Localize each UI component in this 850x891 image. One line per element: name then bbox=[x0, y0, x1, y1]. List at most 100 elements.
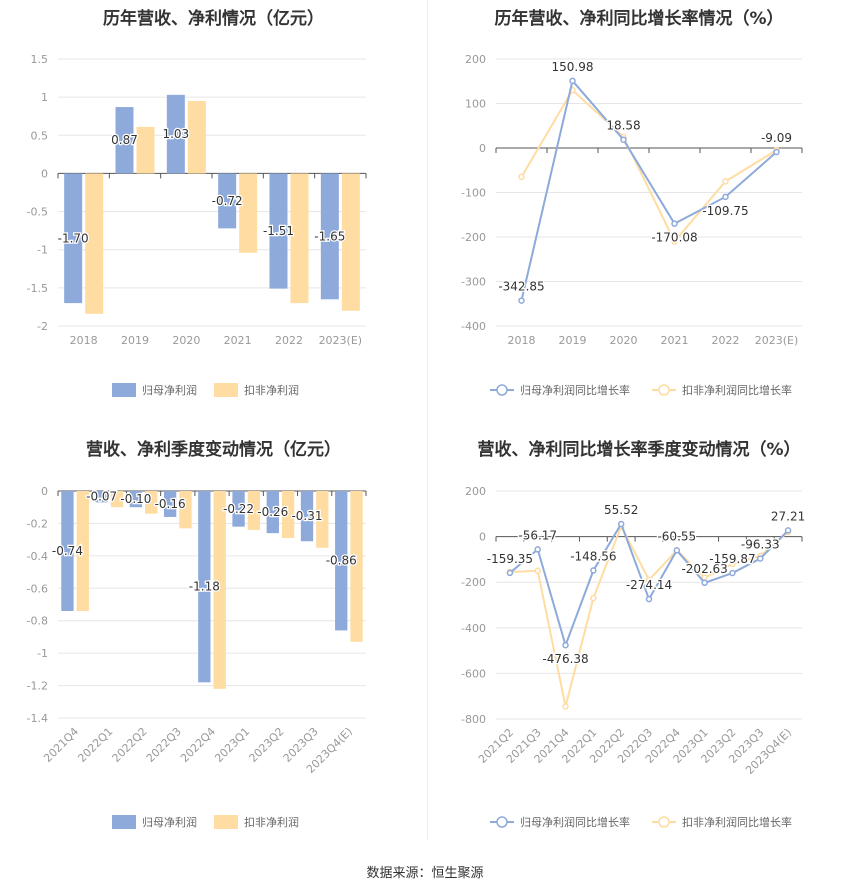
y-tick-label: 0 bbox=[479, 142, 486, 155]
y-tick-label: 0 bbox=[41, 485, 48, 498]
y-tick-label: -1.2 bbox=[27, 680, 48, 693]
bar-series1 bbox=[266, 491, 279, 534]
data-label: -96.33 bbox=[741, 538, 780, 552]
data-label: -1.18 bbox=[189, 580, 220, 594]
x-tick-label: 2022Q2 bbox=[110, 725, 150, 765]
x-tick-label: 2019 bbox=[559, 334, 587, 347]
point-series1 bbox=[534, 546, 541, 553]
bar-series2 bbox=[290, 173, 309, 304]
chart-title: 营收、净利季度变动情况（亿元） bbox=[86, 440, 341, 460]
y-tick-label: -0.2 bbox=[27, 517, 48, 530]
bar-series2 bbox=[316, 491, 329, 548]
x-tick-label: 2022Q4 bbox=[178, 725, 218, 765]
y-tick-label: -1.4 bbox=[27, 712, 48, 725]
data-label: 18.58 bbox=[606, 119, 640, 133]
bar-series2 bbox=[187, 100, 206, 174]
legend-label: 归母净利润同比增长率 bbox=[520, 815, 630, 829]
bar-series2 bbox=[213, 491, 226, 689]
point-series2 bbox=[729, 560, 736, 568]
legend-label: 扣非净利润同比增长率 bbox=[682, 383, 792, 397]
point-series1 bbox=[518, 297, 525, 304]
legend-swatch-series2 bbox=[214, 815, 238, 829]
data-label: 55.52 bbox=[604, 503, 638, 517]
legend-label: 扣非净利润 bbox=[244, 383, 299, 397]
point-series1 bbox=[729, 569, 736, 577]
y-tick-label: -0.8 bbox=[27, 615, 48, 628]
x-tick-label: 2023(E) bbox=[755, 334, 799, 347]
point-series2 bbox=[671, 238, 678, 245]
data-label: 150.98 bbox=[552, 60, 594, 74]
bar-series2 bbox=[341, 173, 360, 311]
legend-label: 扣非净利润同比增长率 bbox=[682, 815, 792, 829]
point-series1 bbox=[722, 193, 729, 201]
x-tick-label: 2022 bbox=[275, 334, 303, 347]
point-series2 bbox=[645, 576, 653, 584]
data-label: -274.14 bbox=[626, 578, 672, 592]
point-series1 bbox=[569, 77, 576, 85]
legend-marker-series2 bbox=[658, 384, 670, 396]
data-label: -9.09 bbox=[761, 131, 792, 145]
data-label: -0.07 bbox=[86, 490, 117, 504]
y-tick-label: -200 bbox=[461, 231, 486, 244]
y-tick-label: 200 bbox=[465, 485, 486, 498]
y-tick-label: 200 bbox=[465, 53, 486, 66]
chart-quarterly-profit: 营收、净利季度变动情况（亿元） 0 -0.2 -0.4 -0.6 -0.8 -1 -1.2 -… bbox=[0, 425, 427, 845]
data-label: -0.22 bbox=[223, 502, 254, 516]
line-series1 bbox=[520, 78, 778, 301]
chart-annual-profit: 历年营收、净利情况（亿元） 1.5 1 0.5 0 -0.5 -1 -1.5 -2 2018 20… bbox=[0, 0, 427, 420]
data-source: 数据来源：恒生聚源 bbox=[366, 866, 484, 881]
point-series1 bbox=[784, 527, 792, 534]
y-tick-label: -800 bbox=[461, 713, 486, 726]
y-tick-label: -0.4 bbox=[27, 550, 48, 563]
data-label: -60.55 bbox=[657, 529, 696, 543]
point-series2 bbox=[722, 178, 729, 185]
y-tick-label: -100 bbox=[461, 187, 486, 200]
data-label: -1.65 bbox=[314, 229, 345, 243]
bar-series1 bbox=[232, 491, 245, 527]
x-tick-label: 2023Q2 bbox=[247, 725, 287, 765]
data-label: -0.31 bbox=[291, 509, 322, 523]
x-tick-label: 2018 bbox=[508, 334, 536, 347]
point-series1 bbox=[671, 220, 678, 227]
point-series1 bbox=[620, 136, 627, 143]
bar-series1 bbox=[269, 173, 288, 289]
y-tick-label: -400 bbox=[461, 622, 486, 635]
point-series1 bbox=[617, 520, 625, 528]
bar-series1 bbox=[163, 491, 177, 517]
x-tick-label: 2020 bbox=[610, 334, 638, 347]
legend-label: 扣非净利润 bbox=[244, 815, 299, 829]
point-series2 bbox=[562, 703, 569, 710]
bar-series1 bbox=[198, 491, 211, 683]
bar-series1 bbox=[320, 173, 339, 300]
y-tick-label: -1 bbox=[37, 647, 48, 660]
bar-series1 bbox=[64, 173, 83, 304]
y-tick-label: -1.5 bbox=[27, 282, 48, 295]
data-label: -0.16 bbox=[155, 497, 186, 511]
bar-series2 bbox=[110, 491, 124, 508]
y-tick-label: 100 bbox=[465, 98, 486, 111]
data-label: -0.72 bbox=[212, 194, 243, 208]
bar-series2 bbox=[136, 126, 155, 174]
bar-series2 bbox=[239, 173, 258, 253]
bar-series2 bbox=[281, 491, 295, 539]
chart-annual-growth-svg: 200 100 0 -100 -200 -300 -400 2018 2019 2020 2021 2… bbox=[461, 53, 803, 397]
x-tick-label: 2022Q3 bbox=[144, 725, 184, 765]
bar-series1 bbox=[218, 173, 237, 229]
bar-series2 bbox=[179, 491, 192, 529]
y-tick-label: -0.5 bbox=[27, 206, 48, 219]
y-tick-label: -1 bbox=[37, 244, 48, 257]
data-label: 0.87 bbox=[111, 133, 138, 147]
chart-title: 历年营收、净利情况（亿元） bbox=[103, 9, 324, 29]
y-tick-label: -600 bbox=[461, 667, 486, 680]
y-tick-label: 0 bbox=[479, 531, 486, 544]
point-series1 bbox=[562, 641, 569, 649]
data-label: -159.35 bbox=[487, 552, 533, 566]
chart-quarterly-growth-svg: 2000-200-400-600-8002021Q22021Q32021Q420… bbox=[461, 485, 806, 829]
x-tick-label: 2023Q1 bbox=[212, 725, 252, 765]
legend-label: 归母净利润 bbox=[142, 383, 197, 397]
x-tick-label: 2021 bbox=[224, 334, 252, 347]
data-label: -1.51 bbox=[263, 224, 294, 238]
bar-series1 bbox=[95, 491, 108, 503]
data-label: -202.63 bbox=[681, 562, 727, 576]
panel-divider bbox=[427, 0, 428, 840]
